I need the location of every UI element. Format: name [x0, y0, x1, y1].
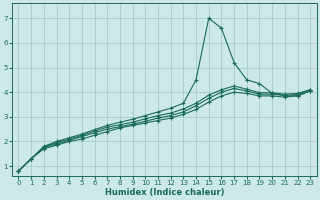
X-axis label: Humidex (Indice chaleur): Humidex (Indice chaleur)	[105, 188, 224, 197]
